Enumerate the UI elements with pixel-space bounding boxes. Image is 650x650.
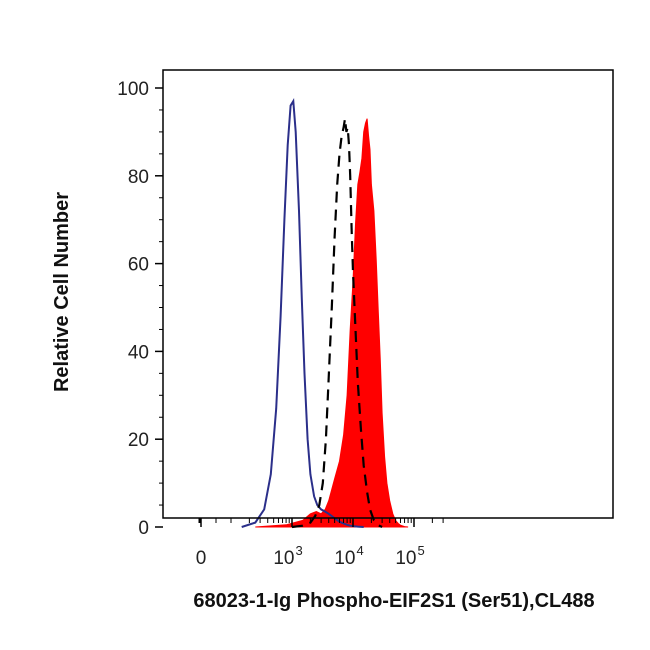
y-tick-label: 60 [128, 255, 149, 276]
x-tick-label: 105 [395, 543, 424, 569]
y-axis-title: Relative Cell Number [51, 192, 73, 392]
y-tick-label: 40 [128, 342, 149, 363]
plot-border [162, 69, 614, 519]
y-tick-label: 100 [117, 79, 149, 100]
x-tick-label: 103 [273, 543, 302, 569]
x-tick-label: 0 [196, 548, 207, 569]
x-tick-label: 104 [334, 543, 363, 569]
blank-control-histogram-line [241, 98, 364, 528]
axis-ticks [155, 87, 444, 528]
x-axis-title: 68023-1-Ig Phospho-EIF2S1 (Ser51),CL488 [193, 590, 594, 612]
y-tick-label: 0 [138, 518, 149, 539]
series-layer [241, 98, 409, 529]
y-tick-label: 20 [128, 430, 149, 451]
sample-histogram-filled [255, 118, 409, 528]
secondary-control-histogram-dashed [291, 118, 383, 529]
y-tick-label: 80 [128, 167, 149, 188]
plot-frame [162, 69, 614, 519]
